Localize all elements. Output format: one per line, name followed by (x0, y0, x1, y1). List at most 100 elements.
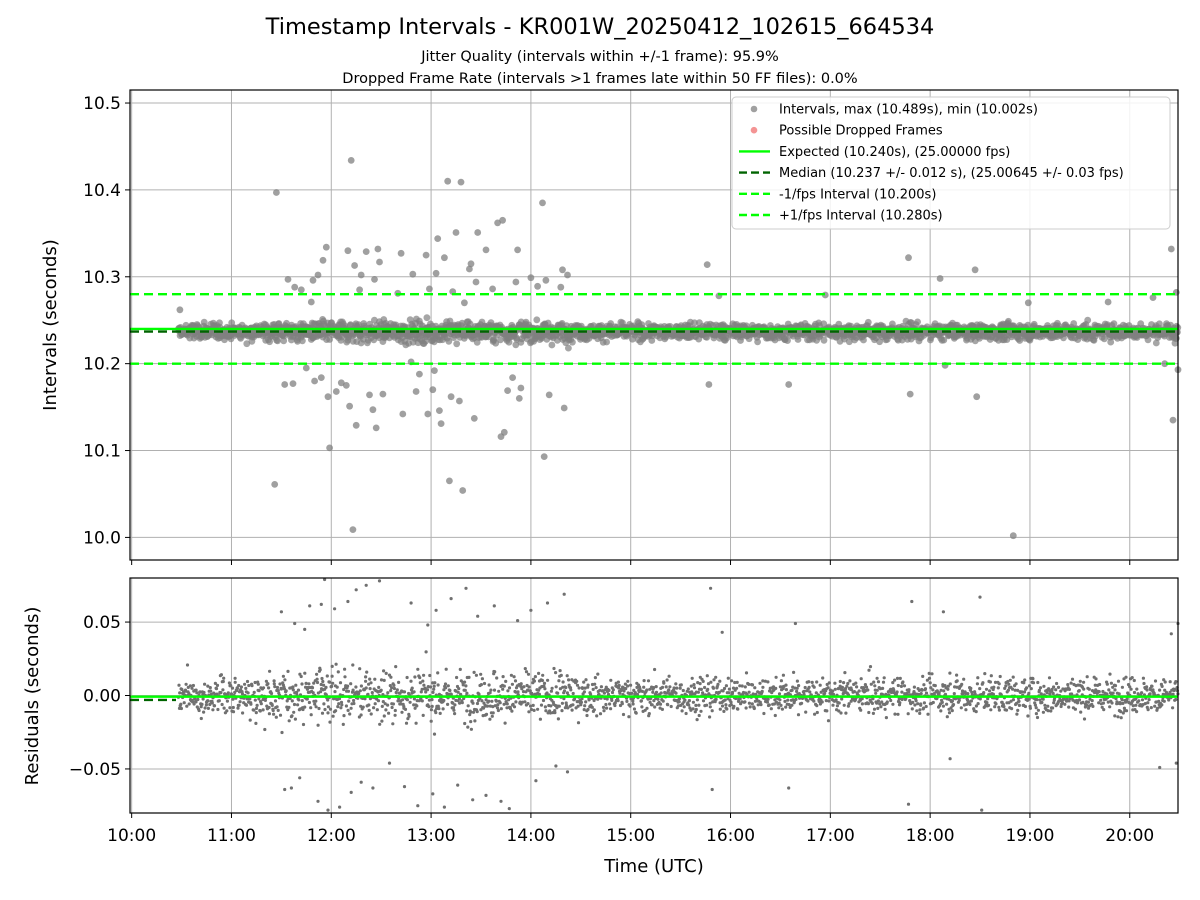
residual-point (924, 691, 929, 695)
residual-point (540, 678, 545, 683)
residual-point (203, 706, 207, 710)
residual-point (216, 707, 220, 712)
residual-point (784, 683, 788, 687)
residual-point (244, 703, 249, 707)
residual-point (1034, 706, 1038, 710)
residual-point (1026, 714, 1030, 718)
residual-point (562, 592, 566, 596)
residual-point (556, 717, 561, 721)
residual-point (409, 601, 413, 605)
interval-point (504, 387, 511, 394)
residual-point (687, 703, 691, 707)
residual-point (947, 711, 952, 715)
residual-point (1119, 716, 1123, 720)
residual-point (357, 692, 361, 696)
residual-point (476, 614, 480, 618)
residual-point (694, 703, 698, 708)
residual-point (1051, 706, 1055, 710)
residual-point (920, 688, 924, 692)
residual-point (390, 686, 394, 690)
residual-point (751, 692, 755, 696)
residual-point (766, 680, 770, 684)
interval-point (444, 177, 452, 185)
bottom-y-tick-label: −0.05 (69, 760, 121, 780)
residual-point (753, 686, 757, 690)
residual-point (272, 679, 276, 683)
residual-point (1160, 703, 1164, 707)
interval-point (200, 318, 208, 326)
interval-point (429, 386, 437, 394)
residual-point (482, 681, 487, 686)
residual-point (373, 677, 377, 681)
residual-point (1111, 691, 1115, 695)
residual-point (720, 630, 724, 634)
residual-point (602, 691, 607, 695)
residual-point (605, 706, 609, 710)
residual-point (507, 686, 512, 690)
residual-point (827, 681, 831, 685)
residual-point (330, 684, 334, 689)
residual-point (185, 663, 190, 667)
residual-point (630, 691, 634, 696)
residual-point (465, 709, 469, 713)
residual-point (550, 686, 554, 690)
residual-point (701, 679, 705, 684)
interval-point (372, 424, 380, 432)
residual-point (434, 608, 438, 612)
residual-point (1082, 687, 1086, 691)
residual-point (436, 683, 440, 687)
residual-point (1004, 708, 1009, 712)
interval-point (467, 260, 475, 268)
residual-point (442, 698, 446, 703)
residual-point (452, 708, 456, 712)
residual-point (915, 709, 919, 713)
interval-point (456, 397, 463, 405)
residual-point (867, 710, 871, 715)
residual-point (464, 586, 468, 590)
interval-point (357, 271, 365, 279)
residual-point (744, 671, 749, 675)
residual-point (510, 682, 514, 686)
residual-point (653, 667, 657, 672)
residual-point (1038, 686, 1043, 690)
residual-point (359, 780, 363, 784)
residual-point (300, 699, 304, 703)
residual-point (699, 687, 704, 692)
residual-point (1031, 677, 1035, 681)
interval-point (432, 269, 440, 277)
residual-point (248, 718, 252, 722)
residual-point (675, 686, 679, 690)
residual-point (694, 707, 698, 712)
residual-point (1141, 676, 1145, 680)
residual-point (400, 710, 404, 714)
residual-point (405, 698, 409, 702)
residual-point (315, 677, 319, 681)
residual-point (1158, 765, 1162, 770)
residual-point (386, 691, 390, 695)
interval-point (474, 229, 482, 236)
residual-point (709, 680, 713, 684)
residual-point (1063, 702, 1067, 706)
residual-point (626, 679, 630, 683)
x-tick-label: 17:00 (806, 826, 855, 846)
residual-point (543, 687, 547, 691)
bottom-y-tick-label: 0.05 (83, 613, 121, 633)
interval-point (317, 374, 325, 381)
residual-point (779, 703, 783, 708)
residual-point (389, 689, 393, 693)
residual-point (409, 679, 413, 683)
interval-point (559, 266, 566, 274)
interval-point (470, 415, 478, 422)
residual-point (860, 702, 865, 706)
residual-point (340, 703, 344, 707)
residual-point (393, 708, 397, 713)
residual-point (1056, 685, 1061, 690)
residual-point (499, 707, 503, 711)
residual-point (698, 682, 702, 686)
residual-point (222, 706, 226, 710)
residual-point (1101, 701, 1105, 705)
residual-point (624, 687, 628, 691)
residual-point (1070, 677, 1075, 681)
residual-point (292, 710, 296, 714)
